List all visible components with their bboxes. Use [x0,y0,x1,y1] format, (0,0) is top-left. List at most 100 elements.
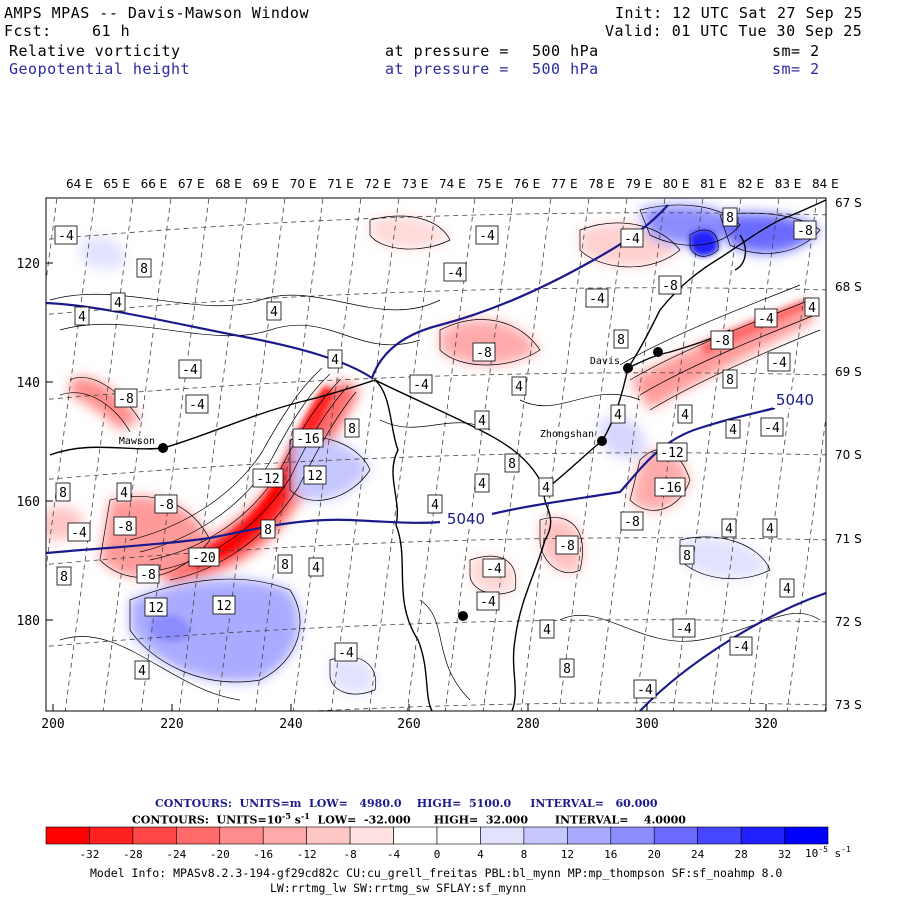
contour-label: 4 [120,486,128,501]
contour-label: 12 [148,601,164,616]
contour-label: -4 [676,622,692,637]
contour-label-box [504,453,520,473]
x-tick-label: 300 [635,717,658,732]
contour-label: -4 [733,640,749,655]
latitude-label: 71 S [835,532,862,546]
colorbar-swatch [697,826,742,845]
contour-label-box [116,482,132,502]
y-tick-label: 120 [17,257,40,272]
longitude-label: 77 E [551,177,578,191]
contour-label-box [475,225,499,245]
contour-label: -8 [140,568,156,583]
x-tick-label: 240 [279,717,302,732]
longitude-label: 68 E [215,177,242,191]
contour-label-box [725,419,741,439]
contour-label-box [677,404,693,424]
contour-label-box [754,308,778,328]
contour-label-box [585,288,609,308]
latitude-label: 67 S [835,196,862,210]
longitude-label: 76 E [514,177,541,191]
contour-label: 4 [543,623,551,638]
contour-label-box [767,352,791,372]
longitude-label: 81 E [700,177,727,191]
contour-label: 4 [114,296,122,311]
longitude-label: 65 E [103,177,130,191]
contour-label: -12 [256,472,279,487]
colorbar-tick: -12 [297,848,317,861]
station-markers: Mawson Davis Zhongshan [119,347,663,621]
colorbar-swatch [610,826,655,845]
contour-label-box [721,518,737,538]
contour-label-box [188,547,220,567]
x-tick-label: 320 [754,717,777,732]
contour-label: -4 [589,292,605,307]
colorbar-tick: 28 [734,848,747,861]
contour-label-box [178,359,202,379]
contour-label-box [658,275,682,295]
colorbar-tick: 12 [561,848,574,861]
colorbar-swatch [262,826,307,845]
contour-label: 4 [312,561,320,576]
colorbar-tick: -16 [253,848,273,861]
contour-label-box [633,679,657,699]
contour-label: -4 [486,562,502,577]
contour-label-box [327,349,343,369]
colorbar-swatch [306,826,351,845]
colorbar-tick: 8 [521,848,528,861]
contour-label-box [722,207,738,227]
latitude-label: 72 S [835,615,862,629]
latitude-label: 69 S [835,365,862,379]
height-label: 5040 [776,391,814,409]
map-title: AMPS MPAS -- Davis-Mawson Window [4,4,309,22]
colorbar-swatch [523,826,568,845]
model-physics: LW:rrtmg_lw SW:rrtmg_sw SFLAY:sf_mynn [270,881,527,895]
contour-label: -4 [189,398,205,413]
contour-label: -8 [559,539,575,554]
contour-label: -8 [662,279,678,294]
contour-labels: -4 8 4 4 4 -4 4 -4 -8 -8 -4 4 4 4 8 4 8 -16 12 -12 -8 4 8 -4 -8 8… [54,207,820,699]
colorbar-swatch [349,826,394,845]
contour-label: -4 [447,266,463,281]
colorbar-tick: -4 [387,848,401,861]
height-label-bg [773,390,817,408]
contour-label: 4 [766,522,774,537]
contour-label-box [672,618,696,638]
contour-label: 4 [431,498,439,513]
contour-label-box [539,619,555,639]
contour-label-box [760,417,784,437]
colorbar-swatch [567,826,612,845]
contour-label: 4 [542,481,550,496]
smoothing-2: sm= 2 [772,60,820,78]
contour-label: -8 [117,520,133,535]
longitude-label: 70 E [290,177,317,191]
height-contour-info: CONTOURS: UNITS=m LOW= 4980.0 HIGH= 5100… [155,797,658,810]
contour-label-box [779,578,795,598]
contour-label-box [212,595,236,615]
contour-label: 4 [614,408,622,423]
contour-label-box [620,228,644,248]
contour-label-box [679,545,695,565]
contour-label: 4 [729,423,737,438]
x-tick-label: 280 [516,717,539,732]
contour-label-box [260,519,276,539]
contour-label: -4 [480,595,496,610]
contour-label-box [443,262,467,282]
longitude-label: 67 E [178,177,205,191]
station-dot [158,443,168,453]
colorbar-swatch [393,826,438,845]
longitude-label: 82 E [737,177,764,191]
contour-label-box [344,418,360,438]
station-dot [458,611,468,621]
contour-label-box [185,394,209,414]
y-tick-label: 160 [17,495,40,510]
contour-label-box [110,292,126,312]
contour-label: 8 [348,422,356,437]
contour-label-box [472,342,496,362]
longitude-label: 66 E [141,177,168,191]
contour-label-box [793,220,817,240]
contour-label: -4 [637,683,653,698]
longitude-label: 84 E [812,177,839,191]
contour-label-box [620,511,644,531]
colorbar-swatch [89,826,134,845]
valid-time: Valid: 01 UTC Tue 30 Sep 25 [605,22,863,40]
